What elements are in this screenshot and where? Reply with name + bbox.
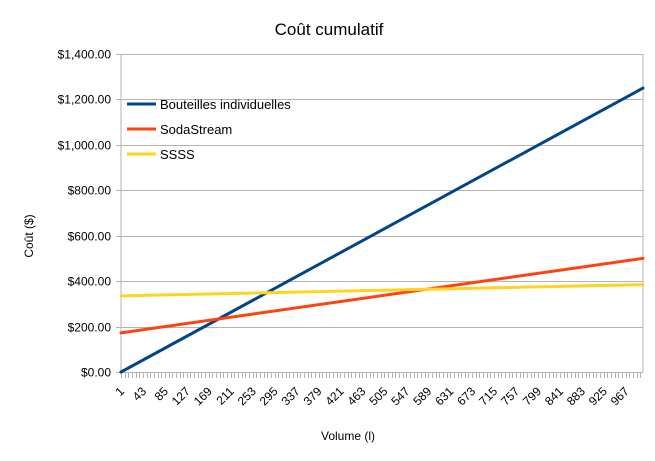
x-tick-label: 253: [235, 384, 259, 408]
x-tick-label: 1: [112, 384, 127, 399]
y-tick-label: $1,000.00: [58, 139, 112, 153]
series-line: [119, 86, 645, 374]
x-tick-label: 421: [323, 384, 347, 408]
x-tick-label: 211: [213, 384, 237, 408]
x-tick-label: 547: [388, 384, 412, 408]
legend-label: Bouteilles individuelles: [160, 97, 291, 112]
chart-title: Coût cumulatif: [275, 20, 384, 39]
x-tick-label: 883: [564, 384, 588, 408]
x-tick-label: 85: [152, 384, 172, 404]
x-tick-label: 463: [344, 384, 368, 408]
legend-label: SSSS: [160, 147, 195, 162]
series-line: [119, 283, 645, 298]
x-tick-label: 715: [476, 384, 500, 408]
series-line: [119, 256, 645, 335]
x-tick-label: 925: [586, 384, 610, 408]
x-tick-label: 589: [410, 384, 434, 408]
legend-label: SodaStream: [160, 122, 232, 137]
x-tick-label: 799: [520, 384, 544, 408]
x-tick-label: 295: [257, 384, 281, 408]
y-tick-label: $1,200.00: [58, 93, 112, 107]
legend: Bouteilles individuelles SodaStream SSSS: [127, 97, 291, 162]
x-tick-label: 379: [301, 384, 325, 408]
y-axis-label: Coût ($): [22, 214, 36, 257]
y-tick-label: $200.00: [68, 321, 112, 335]
y-tick-label: $400.00: [68, 275, 112, 289]
x-tick-label: 169: [191, 384, 215, 408]
x-tick-label: 841: [542, 384, 566, 408]
x-tick-label: 127: [169, 384, 193, 408]
x-tick-label: 757: [498, 384, 522, 408]
x-tick-label: 967: [608, 384, 632, 408]
x-tick-label: 673: [454, 384, 478, 408]
x-tick-label: 505: [366, 384, 390, 408]
y-tick-label: $600.00: [68, 230, 112, 244]
y-tick-label: $0.00: [81, 366, 111, 380]
x-tick-label: 631: [432, 384, 456, 408]
data-series: [119, 86, 645, 374]
x-axis-ticks: 1 43 8512716921125329533737942146350554758…: [112, 384, 632, 408]
y-tick-label: $1,400.00: [58, 48, 112, 62]
x-axis-label: Volume (l): [321, 429, 375, 443]
x-tick-label: 337: [279, 384, 303, 408]
y-tick-label: $800.00: [68, 184, 112, 198]
grid: [116, 54, 644, 378]
y-axis-ticks: $0.00 $200.00 $400.00 $600.00 $800.00 $1,000.…: [58, 48, 112, 380]
x-tick-label: 43: [130, 384, 150, 404]
